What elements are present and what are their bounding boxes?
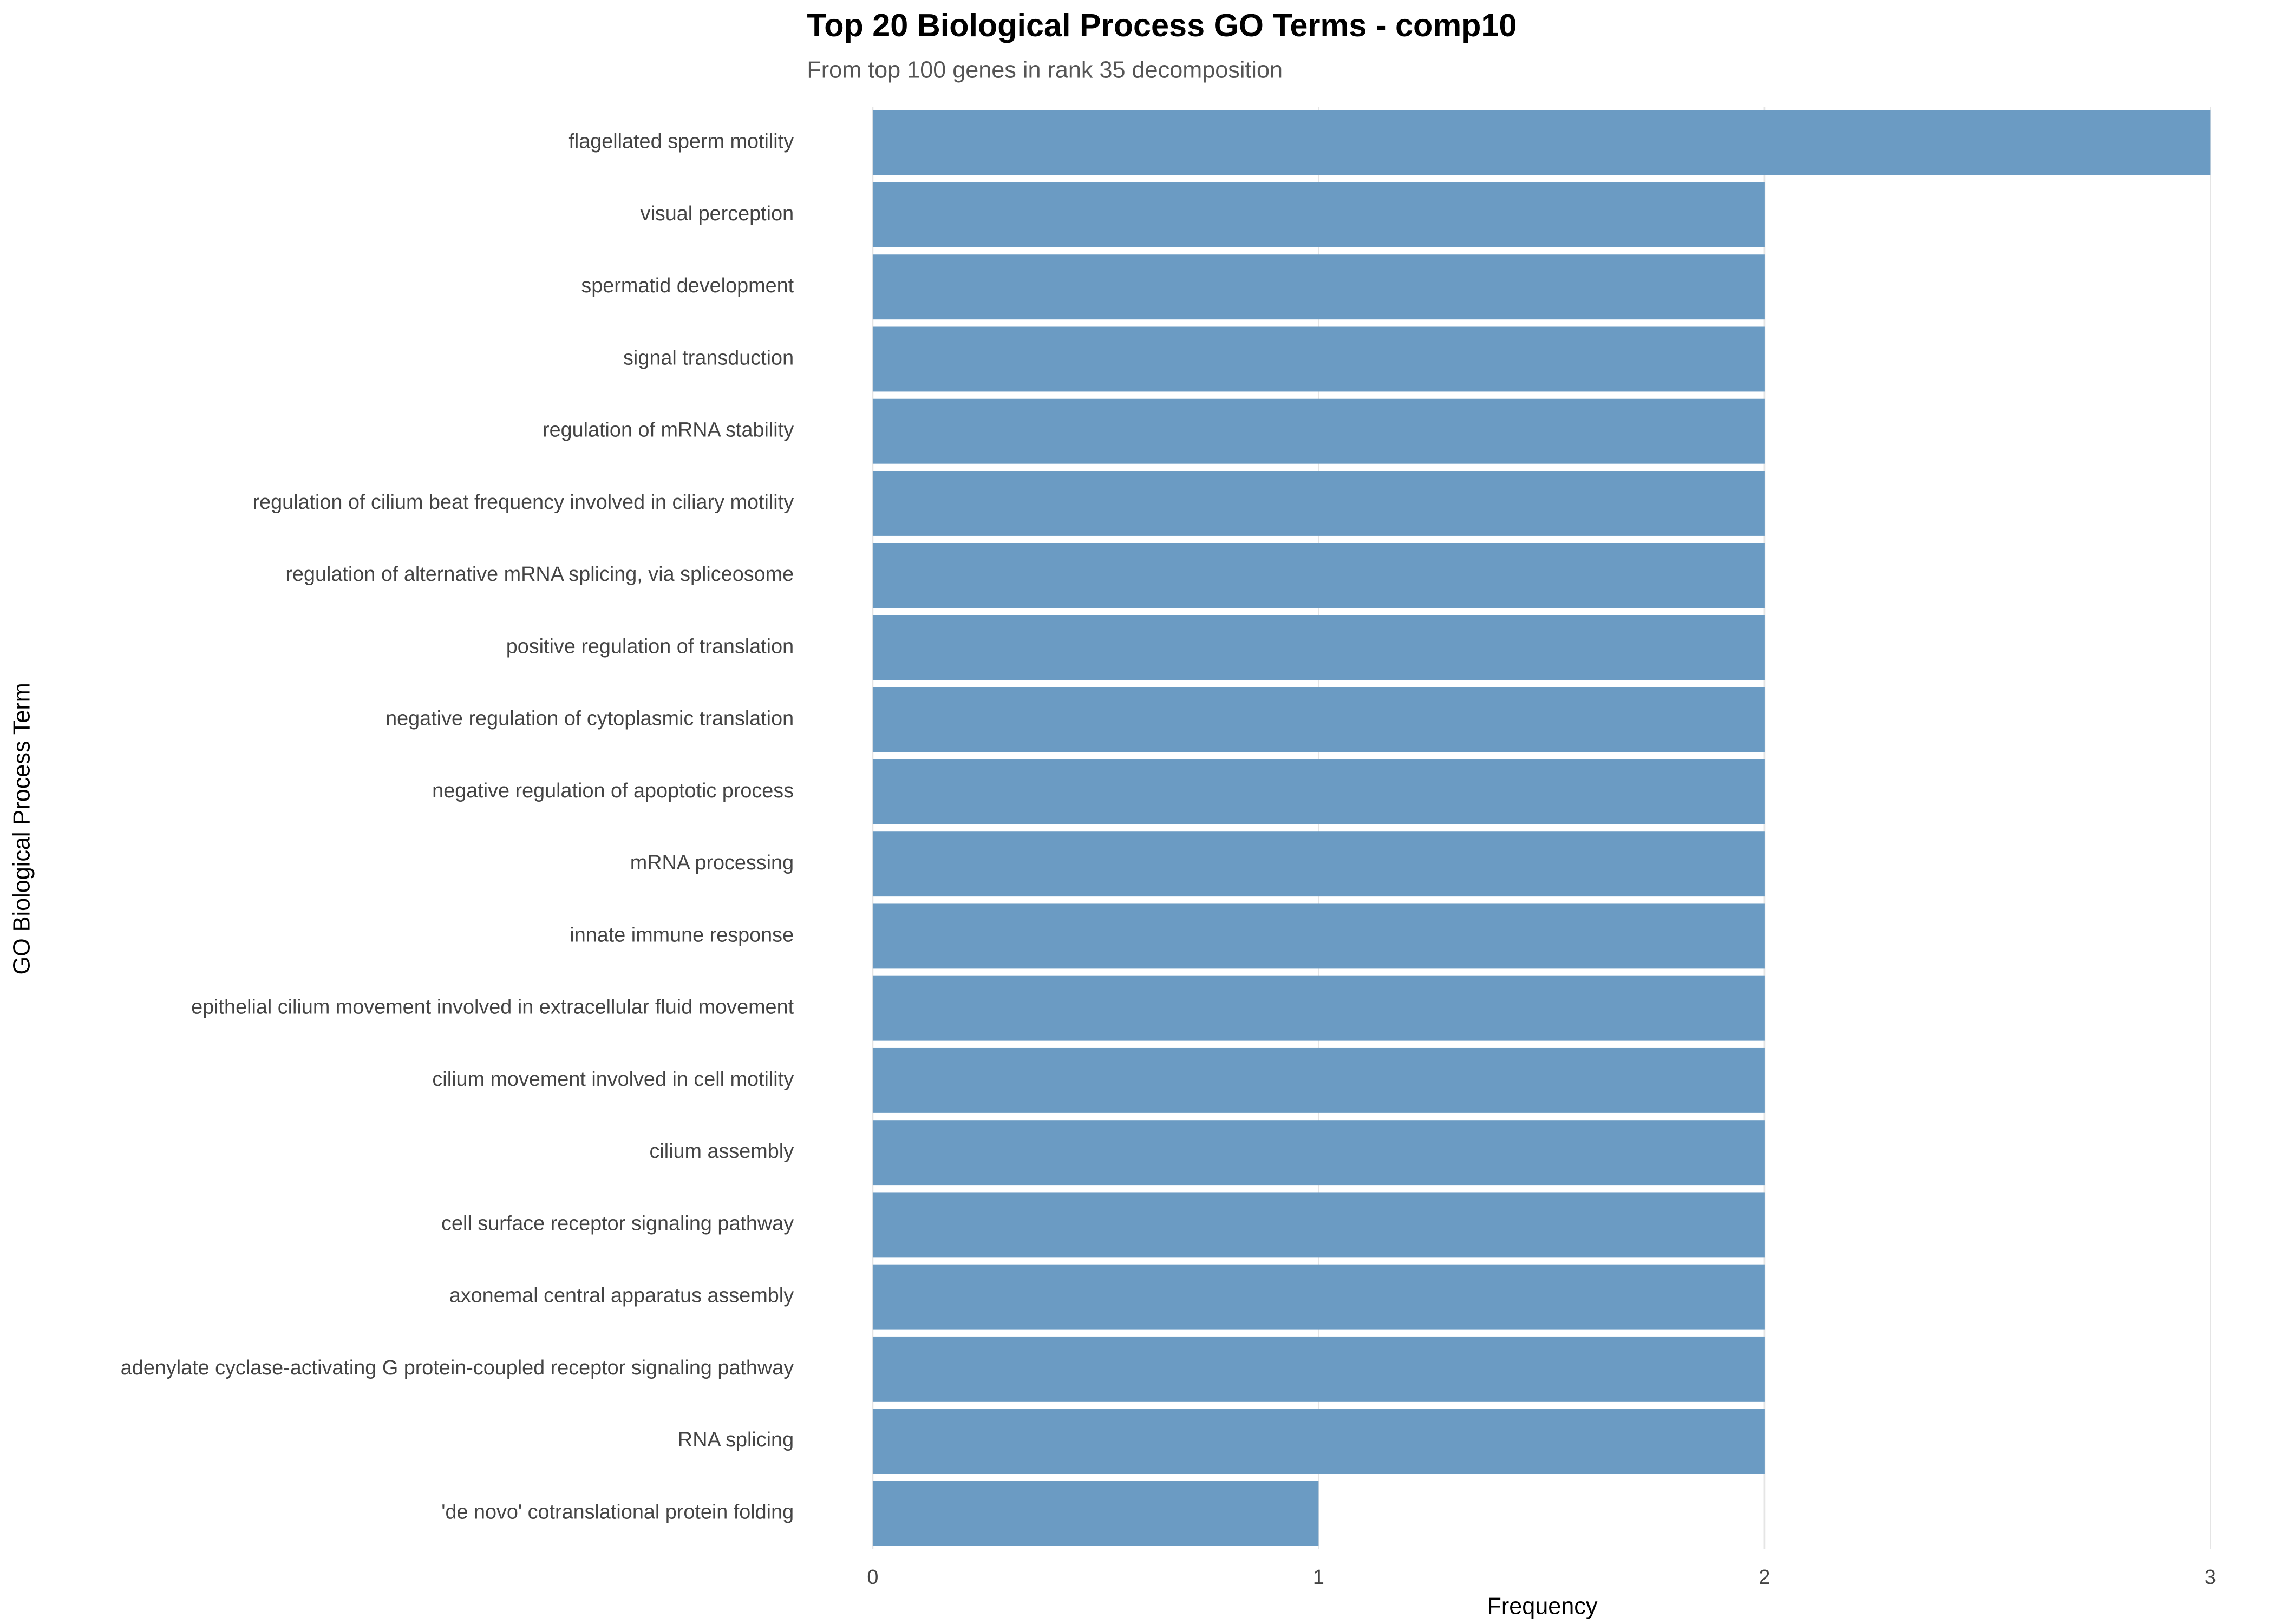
bar <box>872 470 1765 536</box>
bar <box>872 326 1765 392</box>
y-tick-label: epithelial cilium movement involved in e… <box>191 996 794 1019</box>
bar <box>872 759 1765 824</box>
bar <box>872 1192 1765 1258</box>
y-tick-label: negative regulation of apoptotic process <box>432 780 794 802</box>
bar <box>872 1481 1319 1546</box>
y-tick-label: regulation of mRNA stability <box>543 419 794 442</box>
x-tick-label: 3 <box>2205 1566 2216 1589</box>
y-tick-label: flagellated sperm motility <box>568 130 794 153</box>
y-tick-label: RNA splicing <box>678 1429 794 1451</box>
y-tick-label: regulation of alternative mRNA splicing,… <box>285 563 794 586</box>
bar <box>872 254 1765 320</box>
y-tick-label: regulation of cilium beat frequency invo… <box>253 491 794 514</box>
y-tick-label: cilium movement involved in cell motilit… <box>432 1068 794 1091</box>
bar <box>872 543 1765 608</box>
bar <box>872 831 1765 897</box>
y-tick-label: negative regulation of cytoplasmic trans… <box>385 708 794 730</box>
y-tick-label: 'de novo' cotranslational protein foldin… <box>441 1501 794 1523</box>
y-tick-label: innate immune response <box>570 924 794 946</box>
bar <box>872 398 1765 464</box>
y-tick-label: cell surface receptor signaling pathway <box>441 1212 794 1235</box>
y-tick-label: adenylate cyclase-activating G protein-c… <box>121 1357 794 1379</box>
y-tick-label: positive regulation of translation <box>506 635 794 658</box>
bar <box>872 1120 1765 1186</box>
y-tick-label: signal transduction <box>623 346 794 369</box>
bar <box>872 903 1765 969</box>
y-tick-label: axonemal central apparatus assembly <box>449 1285 794 1307</box>
bar <box>872 687 1765 752</box>
bar <box>872 1264 1765 1330</box>
x-tick-label: 1 <box>1313 1566 1324 1589</box>
bar <box>872 1047 1765 1113</box>
bar <box>872 1336 1765 1402</box>
chart-title: Top 20 Biological Process GO Terms - com… <box>807 7 1517 43</box>
bar <box>872 1409 1765 1474</box>
bar <box>872 110 2211 175</box>
y-tick-label: spermatid development <box>581 274 794 297</box>
bar <box>872 615 1765 680</box>
x-tick-label: 0 <box>867 1566 878 1589</box>
bar <box>872 975 1765 1041</box>
bar <box>872 182 1765 247</box>
y-tick-label: mRNA processing <box>630 852 794 874</box>
x-axis-title: Frequency <box>1487 1593 1597 1619</box>
y-tick-label: visual perception <box>641 202 794 225</box>
y-axis-title: GO Biological Process Term <box>9 683 35 974</box>
x-tick-label: 2 <box>1759 1566 1770 1589</box>
chart-subtitle: From top 100 genes in rank 35 decomposit… <box>807 57 1283 83</box>
y-tick-label: cilium assembly <box>649 1140 794 1163</box>
